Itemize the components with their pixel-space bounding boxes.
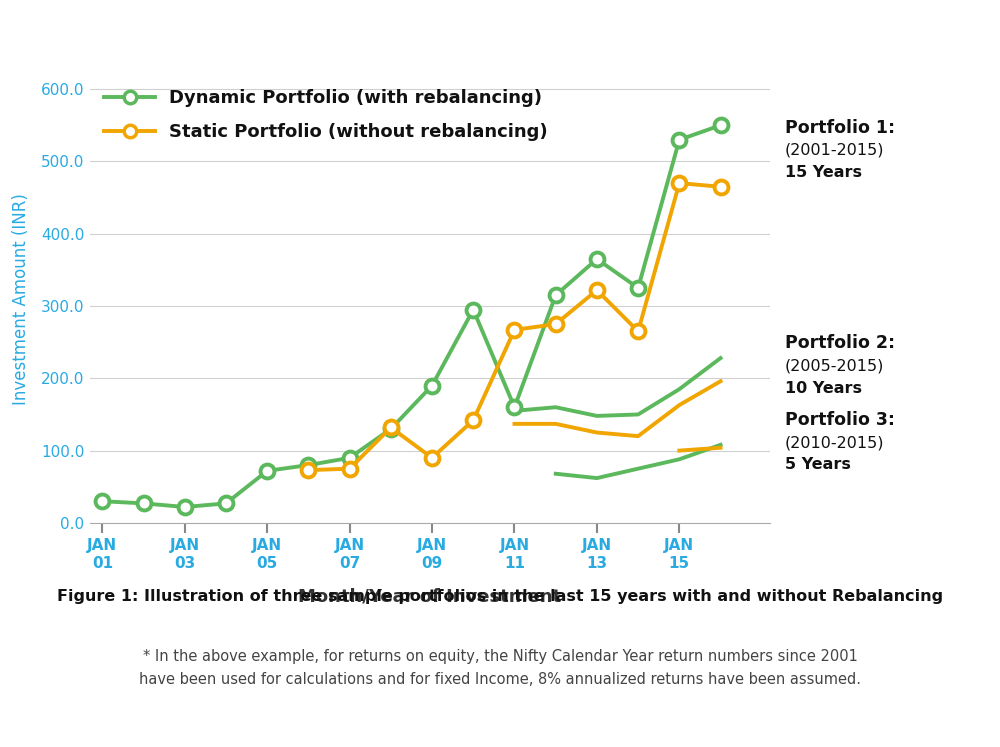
- Text: (2010-2015): (2010-2015): [785, 435, 885, 450]
- Text: 5 Years: 5 Years: [785, 457, 851, 472]
- Text: 15 Years: 15 Years: [785, 165, 862, 180]
- Legend: Dynamic Portfolio (with rebalancing), Static Portfolio (without rebalancing): Dynamic Portfolio (with rebalancing), St…: [99, 84, 553, 147]
- Text: (2005-2015): (2005-2015): [785, 359, 884, 374]
- Text: Figure 1: Illustration of three sample portfolios in the last 15 years with and : Figure 1: Illustration of three sample p…: [57, 589, 943, 604]
- Text: 10 Years: 10 Years: [785, 381, 862, 396]
- Text: (2001-2015): (2001-2015): [785, 143, 885, 158]
- Text: Portfolio 2:: Portfolio 2:: [785, 335, 895, 353]
- Text: have been used for calculations and for fixed Income, 8% annualized returns have: have been used for calculations and for …: [139, 672, 861, 686]
- Text: Portfolio 1:: Portfolio 1:: [785, 119, 895, 137]
- X-axis label: Month/Year of Investment: Month/Year of Investment: [298, 587, 562, 605]
- Text: * In the above example, for returns on equity, the Nifty Calendar Year return nu: * In the above example, for returns on e…: [143, 649, 857, 664]
- Y-axis label: Investment Amount (INR): Investment Amount (INR): [12, 193, 30, 405]
- Text: Portfolio 3:: Portfolio 3:: [785, 411, 895, 429]
